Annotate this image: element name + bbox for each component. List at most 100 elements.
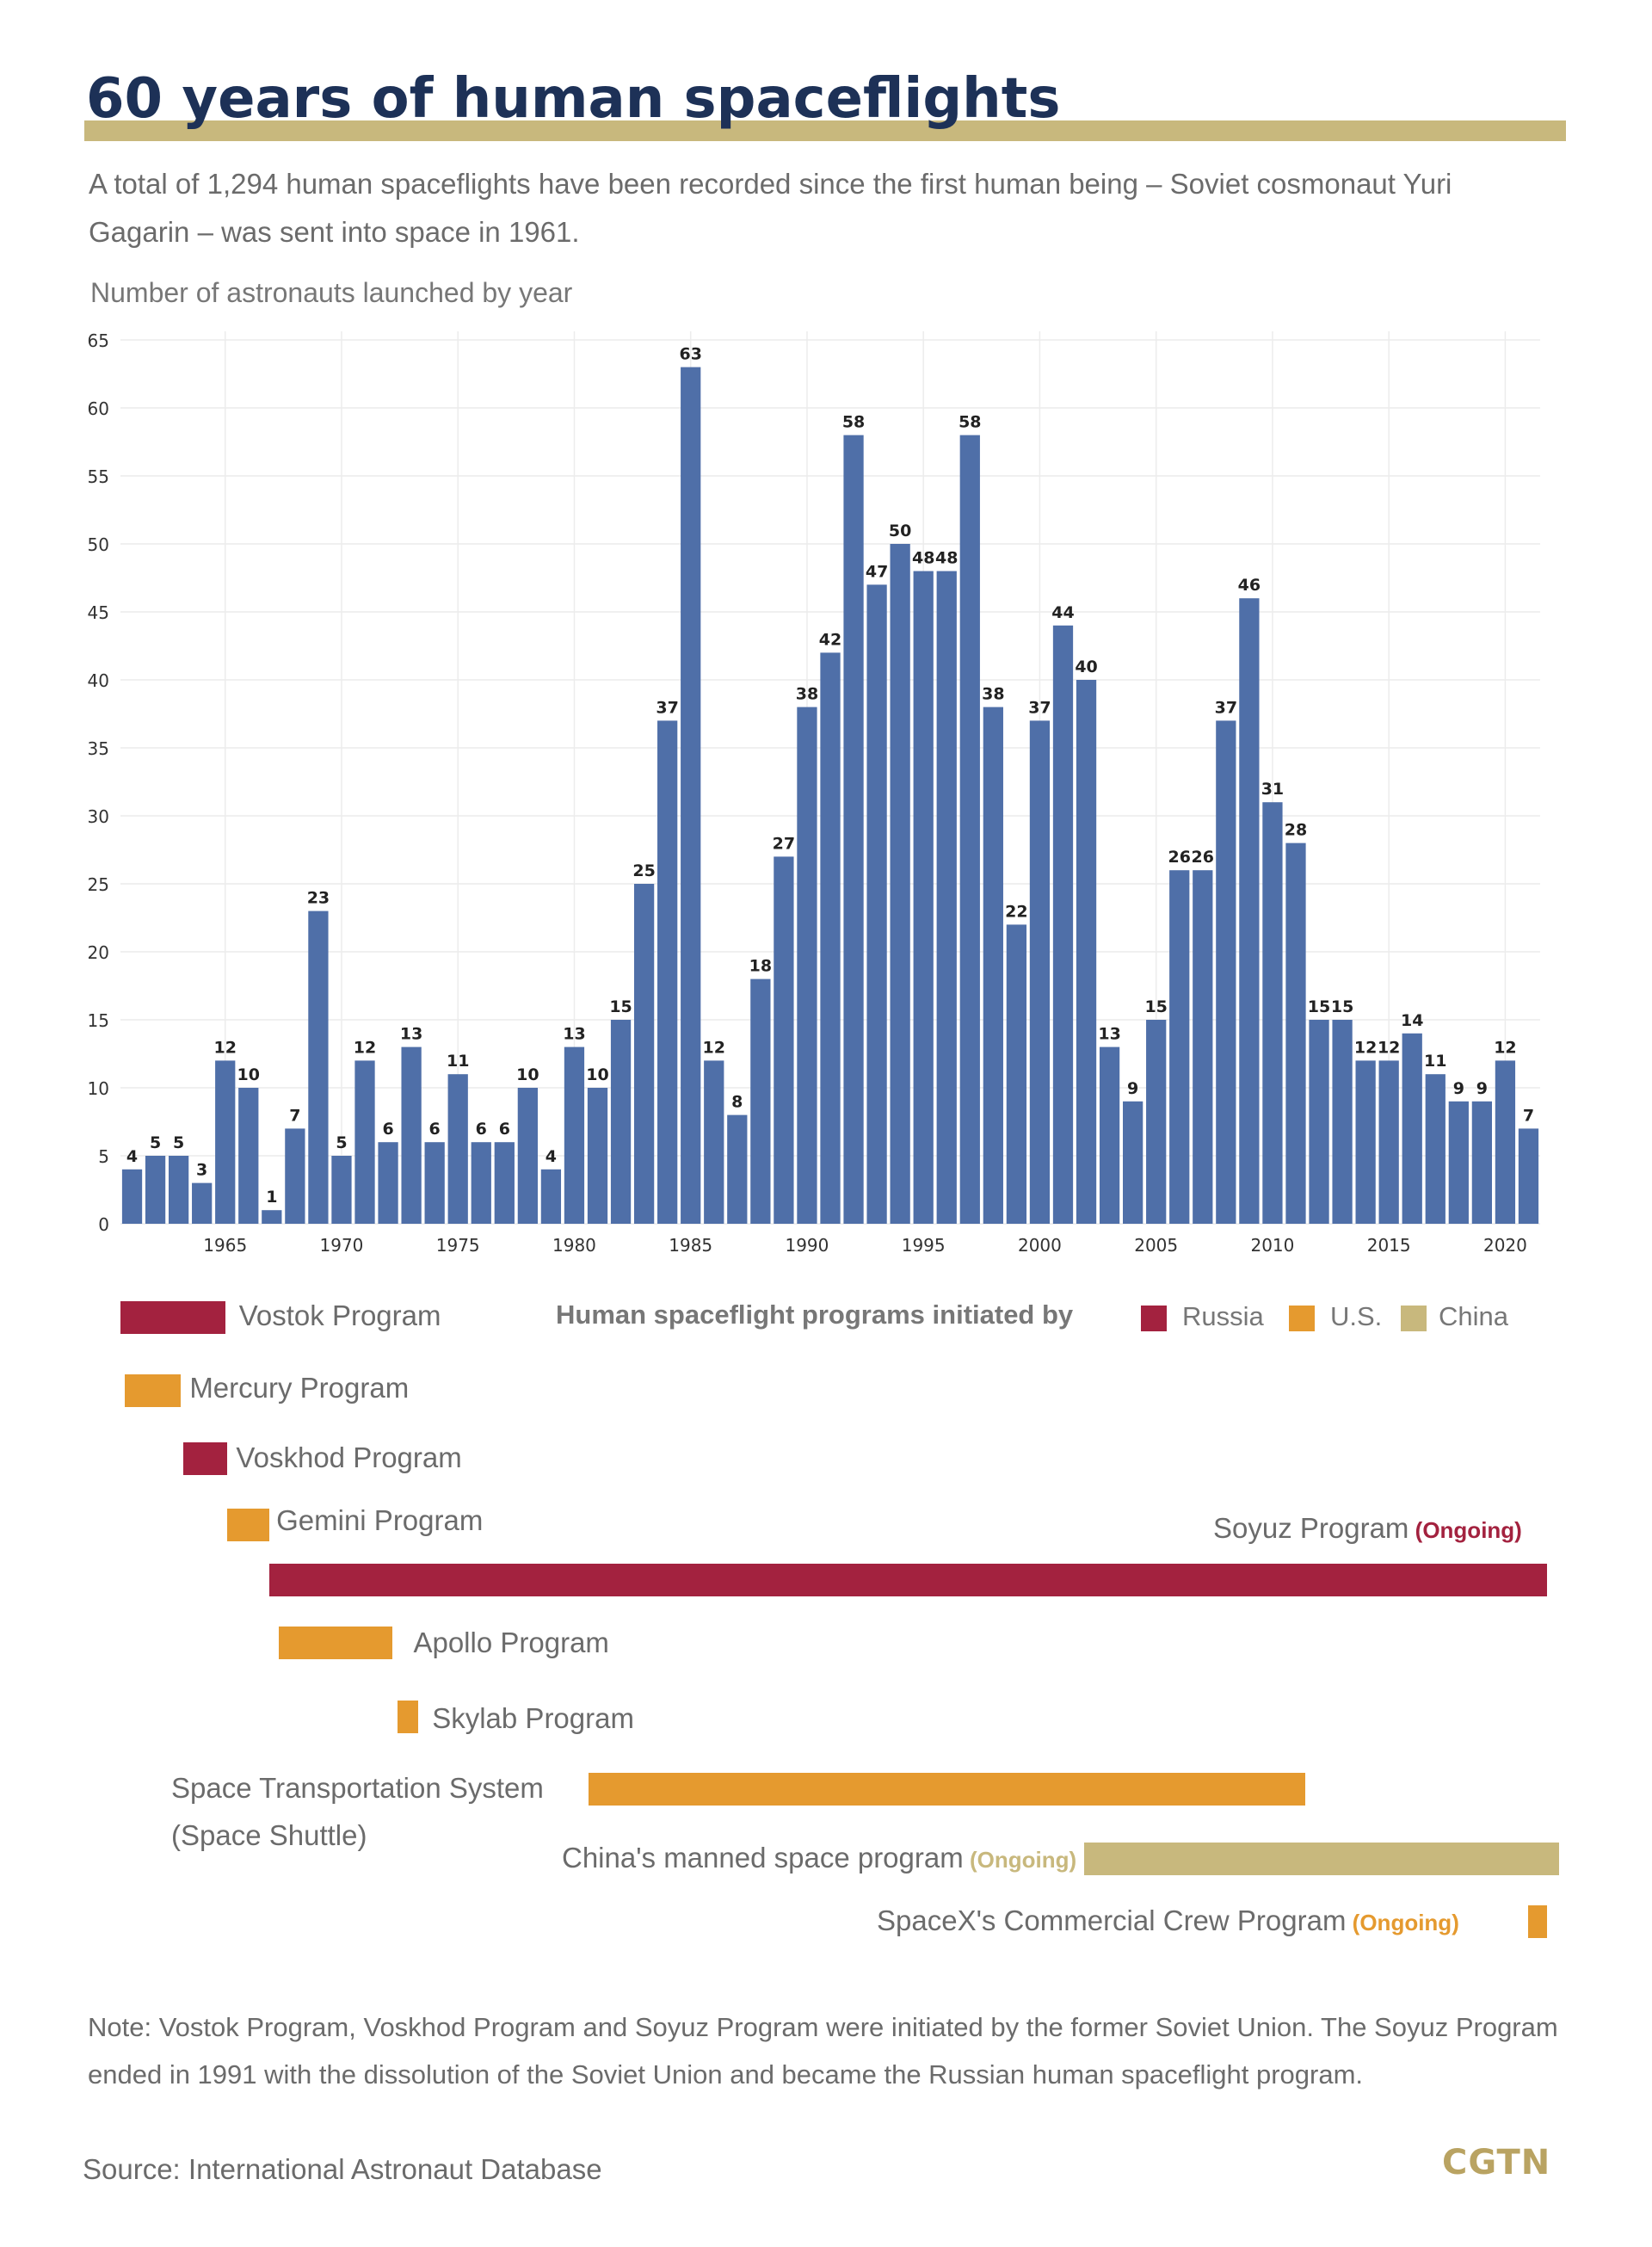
program-label-china-s-manned-space-program: China's manned space program (Ongoing) <box>562 1842 1076 1874</box>
data-label-1972: 6 <box>382 1120 393 1139</box>
bar-1974 <box>424 1142 445 1224</box>
program-label-skylab-program: Skylab Program <box>432 1702 634 1735</box>
data-label-1979: 4 <box>546 1147 557 1166</box>
y-tick-label: 0 <box>98 1214 109 1235</box>
bar-1994 <box>890 544 910 1224</box>
data-label-1990: 38 <box>796 685 818 704</box>
program-bar-soyuz-program <box>269 1564 1548 1596</box>
data-label-1981: 10 <box>586 1065 608 1084</box>
bar-1973 <box>401 1046 422 1224</box>
data-label-1991: 42 <box>819 630 841 649</box>
program-name: Soyuz Program <box>1213 1512 1409 1544</box>
x-tick-label: 1990 <box>785 1235 829 1256</box>
bar-1981 <box>587 1088 608 1224</box>
data-label-1964: 3 <box>196 1161 207 1180</box>
title-underline-bar <box>84 120 1566 141</box>
data-label-1982: 15 <box>609 997 632 1016</box>
data-label-1971: 12 <box>354 1038 376 1057</box>
program-name: Gemini Program <box>276 1504 484 1536</box>
data-label-1974: 6 <box>429 1120 441 1139</box>
data-label-2002: 40 <box>1075 657 1097 676</box>
bar-2003 <box>1099 1046 1120 1224</box>
data-label-2008: 37 <box>1215 698 1237 717</box>
data-label-1996: 48 <box>935 549 958 568</box>
bar-1996 <box>936 571 957 1224</box>
bar-1979 <box>540 1169 562 1224</box>
x-tick-label: 2015 <box>1367 1235 1411 1256</box>
data-label-1961: 4 <box>126 1147 138 1166</box>
data-label-1970: 5 <box>336 1133 347 1152</box>
bar-2013 <box>1332 1020 1353 1224</box>
data-label-2001: 44 <box>1051 603 1074 622</box>
data-label-1995: 48 <box>912 549 934 568</box>
y-tick-label: 65 <box>88 330 109 351</box>
bar-1961 <box>121 1169 143 1224</box>
program-label-gemini-program: Gemini Program <box>276 1504 483 1537</box>
data-label-1998: 38 <box>982 685 1004 704</box>
y-tick-label: 50 <box>88 534 109 555</box>
page-title: 60 years of human spaceflights <box>86 67 1061 131</box>
program-name: Vostok Program <box>238 1299 441 1331</box>
data-label-2021: 7 <box>1523 1106 1534 1125</box>
bar-1970 <box>331 1156 352 1224</box>
data-label-1975: 11 <box>447 1052 469 1071</box>
bar-2006 <box>1169 870 1190 1224</box>
x-tick-label: 1965 <box>203 1235 247 1256</box>
program-label-vostok-program: Vostok Program <box>239 1299 441 1332</box>
bar-1975 <box>447 1074 468 1224</box>
bar-1987 <box>727 1114 748 1224</box>
bar-2010 <box>1262 802 1283 1224</box>
program-label-spacex-s-commercial-crew-program: SpaceX's Commercial Crew Program (Ongoin… <box>877 1904 1459 1937</box>
legend-title: Human spaceflight programs initiated by <box>556 1299 1074 1330</box>
data-label-2012: 15 <box>1308 997 1330 1016</box>
bar-1969 <box>308 911 329 1224</box>
bar-1978 <box>517 1088 538 1224</box>
program-label-voskhod-program: Voskhod Program <box>236 1441 461 1474</box>
y-tick-label: 15 <box>88 1010 109 1031</box>
bar-1971 <box>354 1060 375 1224</box>
bar-1982 <box>610 1020 632 1224</box>
program-bar-mercury-program <box>125 1374 182 1407</box>
y-tick-label: 60 <box>88 398 109 419</box>
program-bar-apollo-program <box>278 1627 393 1659</box>
bar-1988 <box>750 978 771 1224</box>
x-tick-label: 1975 <box>436 1235 480 1256</box>
data-label-1966: 10 <box>237 1065 260 1084</box>
program-name: SpaceX's Commercial Crew Program <box>877 1904 1347 1936</box>
program-name: Voskhod Program <box>236 1441 462 1473</box>
data-label-1997: 58 <box>959 413 981 432</box>
legend-label-china: China <box>1439 1301 1508 1331</box>
bar-2017 <box>1425 1074 1446 1224</box>
bar-2019 <box>1471 1101 1493 1224</box>
data-label-1968: 7 <box>289 1106 300 1125</box>
ongoing-tag: (Ongoing) <box>1409 1517 1522 1543</box>
data-label-1976: 6 <box>476 1120 487 1139</box>
data-label-2013: 15 <box>1331 997 1353 1016</box>
program-label-space-transportation-system: Space Transportation System (Space Shuttl… <box>171 1764 544 1859</box>
bar-2007 <box>1193 870 1213 1224</box>
program-name-line2: (Space Shuttle) <box>171 1819 367 1851</box>
data-label-1987: 8 <box>731 1093 743 1112</box>
bar-1984 <box>657 720 678 1224</box>
program-bar-gemini-program <box>227 1509 270 1541</box>
y-tick-label: 40 <box>88 670 109 691</box>
bar-1963 <box>168 1156 189 1224</box>
bar-2015 <box>1378 1060 1399 1224</box>
bar-2001 <box>1052 625 1074 1224</box>
x-tick-label: 1980 <box>552 1235 596 1256</box>
data-label-1993: 47 <box>866 562 888 581</box>
ongoing-tag: (Ongoing) <box>1346 1910 1459 1935</box>
bar-2009 <box>1239 598 1260 1224</box>
x-tick-label: 2005 <box>1134 1235 1178 1256</box>
bar-1972 <box>378 1142 398 1224</box>
program-name: Apollo Program <box>413 1627 609 1658</box>
program-bar-spacex-s-commercial-crew-program <box>1528 1905 1548 1938</box>
data-label-1989: 27 <box>773 834 795 853</box>
data-label-1977: 6 <box>499 1120 510 1139</box>
data-label-1962: 5 <box>150 1133 161 1152</box>
data-label-2000: 37 <box>1028 698 1051 717</box>
bar-1983 <box>633 884 655 1224</box>
bar-2020 <box>1495 1060 1516 1224</box>
ongoing-tag: (Ongoing) <box>963 1847 1077 1873</box>
data-label-2011: 28 <box>1285 821 1307 840</box>
